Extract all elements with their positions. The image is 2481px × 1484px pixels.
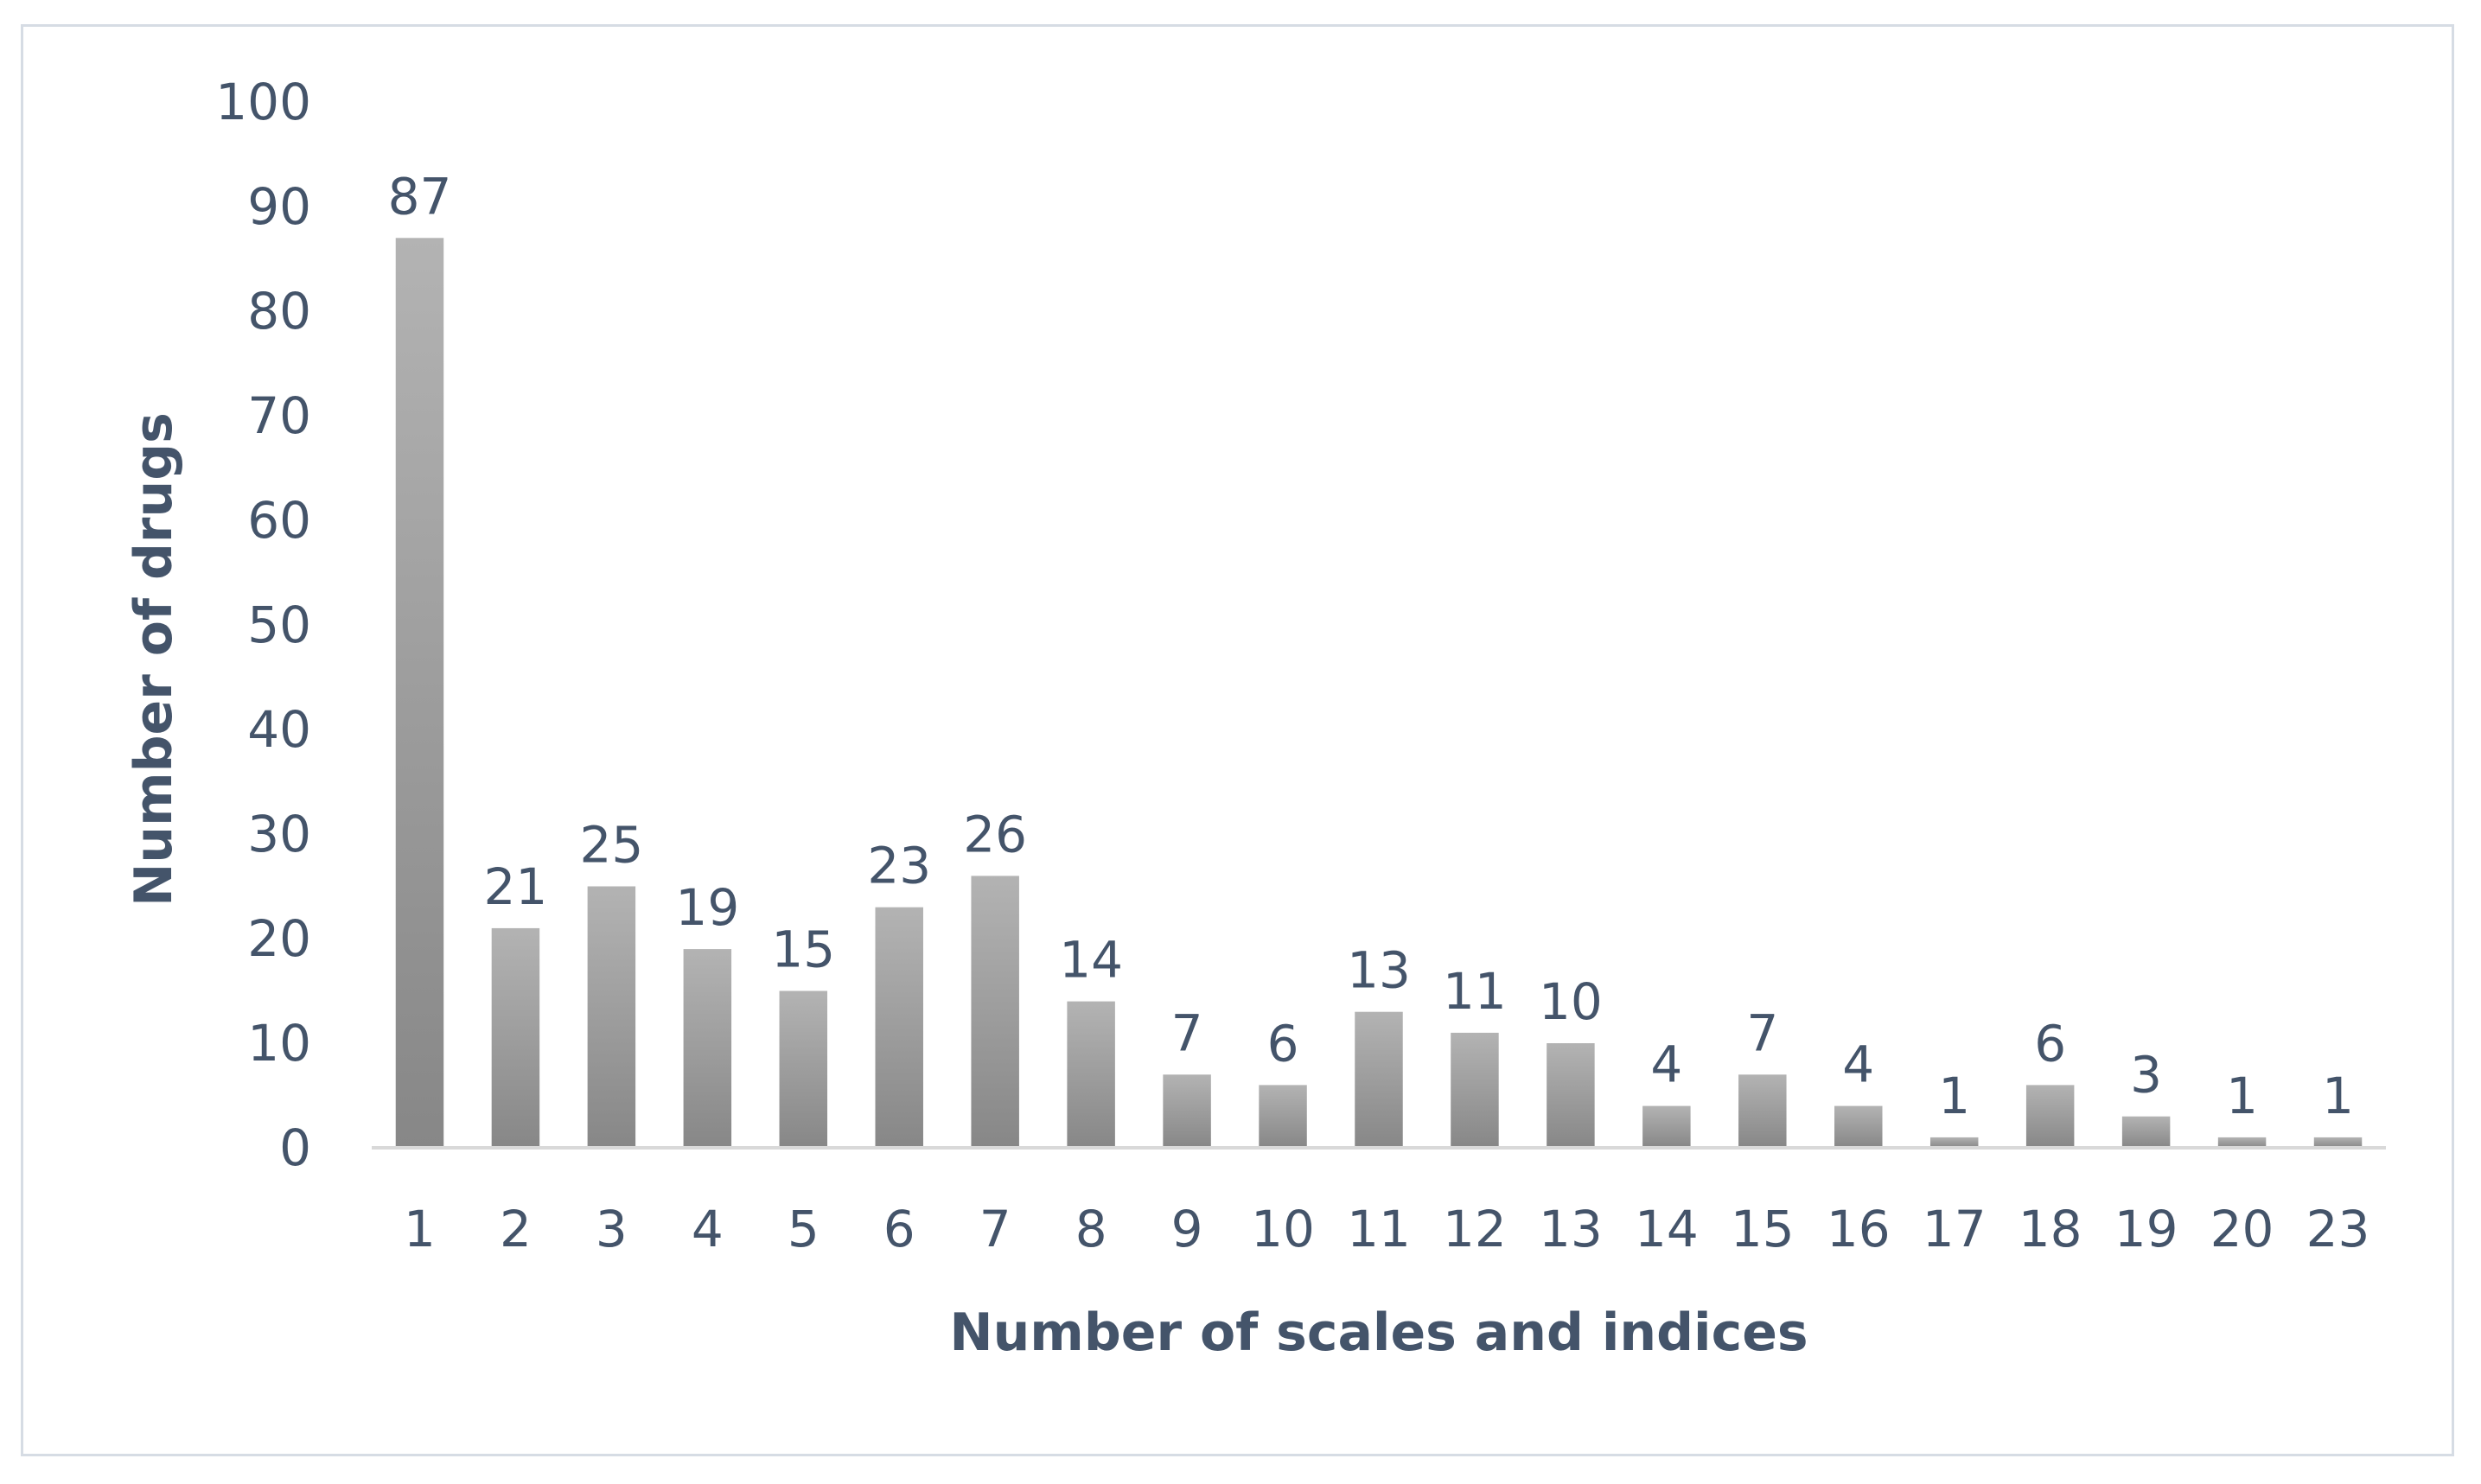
bar-value-label: 11 [1443,962,1507,1021]
bar [1834,1105,1883,1148]
bar-value-label: 23 [867,837,931,895]
bar [1929,1137,1979,1148]
x-tick-label: 4 [692,1200,724,1258]
bar [1738,1074,1787,1148]
bar-value-label: 26 [963,805,1027,863]
y-tick-label: 100 [215,73,311,131]
bar [1547,1043,1595,1148]
x-tick-label: 2 [500,1200,532,1258]
y-tick-label: 0 [279,1118,311,1177]
bar [2313,1137,2363,1148]
bar-value-label: 6 [2034,1014,2066,1073]
bar-value-label: 6 [1267,1014,1299,1073]
bar-value-label: 7 [1746,1003,1778,1062]
x-tick-label: 12 [1443,1200,1507,1258]
y-tick-label: 10 [247,1014,311,1073]
y-tick-label: 70 [247,386,311,445]
bar-value-label: 1 [2226,1067,2258,1125]
bars [395,238,2363,1148]
y-tick-label: 30 [247,805,311,863]
x-tick-label: 15 [1731,1200,1795,1258]
bar-value-label: 21 [484,857,548,916]
bar-value-label: 4 [1842,1035,1874,1094]
bar-value-label: 14 [1059,931,1123,990]
bar [395,238,444,1148]
bar [2217,1137,2267,1148]
x-tick-label: 1 [404,1200,436,1258]
bar-value-label: 19 [675,878,739,937]
bar [2121,1116,2171,1148]
bar [1163,1074,1211,1148]
bar [1451,1032,1499,1148]
x-tick-label: 16 [1827,1200,1891,1258]
bar-value-label: 1 [1938,1067,1970,1125]
bar-value-label: 10 [1539,972,1603,1031]
bar-value-label: 15 [771,920,835,979]
x-tick-label: 6 [883,1200,915,1258]
x-tick-label: 5 [788,1200,820,1258]
x-tick-label: 10 [1251,1200,1315,1258]
x-tick-label: 14 [1635,1200,1699,1258]
x-tick-label: 18 [2019,1200,2082,1258]
x-tick-label: 13 [1539,1200,1603,1258]
y-tick-label: 20 [247,909,311,968]
x-tick-label: 9 [1171,1200,1203,1258]
x-tick-label: 17 [1923,1200,1987,1258]
y-axis-ticks: 0 10 20 30 40 50 60 70 80 90 100 [215,73,311,1177]
y-tick-label: 90 [247,177,311,236]
bar-value-label: 1 [2322,1067,2354,1125]
bar [875,907,923,1148]
bar [491,927,540,1148]
bar [1642,1105,1691,1148]
x-tick-label: 20 [2210,1200,2274,1258]
x-tick-label: 8 [1075,1200,1107,1258]
bar [1259,1085,1307,1148]
y-tick-label: 50 [247,596,311,654]
y-axis-title: Number of drugs [124,412,184,907]
x-tick-label: 19 [2114,1200,2178,1258]
bar-value-label: 13 [1347,941,1411,1000]
y-tick-label: 80 [247,282,311,341]
bar-value-label: 7 [1171,1003,1203,1062]
bar [2025,1085,2075,1148]
bar-value-label: 87 [388,167,452,226]
x-axis-ticks: 1 2 3 4 5 6 7 8 9 10 11 12 13 14 15 16 17 18 19 20 23 [404,1200,2369,1258]
x-tick-label: 7 [979,1200,1011,1258]
x-axis-title: Number of scales and indices [949,1302,1808,1363]
bar [683,949,732,1148]
x-tick-label: 23 [2306,1200,2370,1258]
bar [971,876,1019,1148]
bar-value-label: 4 [1650,1035,1682,1094]
bar [1355,1011,1403,1148]
bar-value-label: 3 [2130,1046,2162,1105]
bar [1067,1001,1115,1148]
bar [587,886,636,1148]
bar [779,990,828,1148]
x-tick-label: 3 [596,1200,628,1258]
x-tick-label: 11 [1347,1200,1411,1258]
bar-value-label: 25 [579,816,643,875]
y-tick-label: 60 [247,491,311,550]
y-tick-label: 40 [247,700,311,759]
